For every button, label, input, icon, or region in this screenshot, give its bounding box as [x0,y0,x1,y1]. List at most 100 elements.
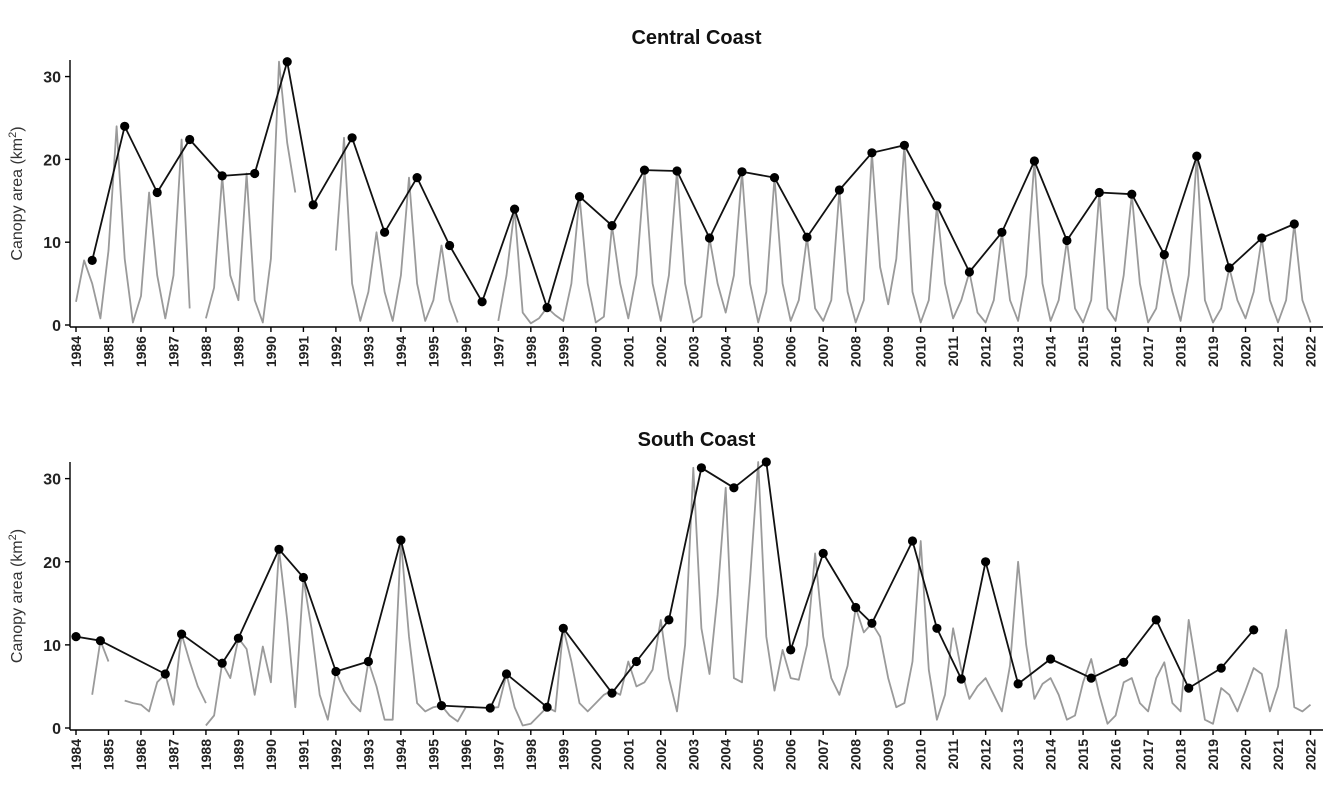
panel0-annual-max-point [1029,156,1039,166]
panel0-x-tick-label: 2007 [815,336,831,367]
panel1-x-tick-label: 1992 [328,739,344,770]
panel0-x-tick-label: 1993 [360,336,376,367]
panel1-x-tick-label: 2000 [588,739,604,770]
panel0-x-tick-label: 1994 [393,336,409,367]
panel0-annual-max-point [1094,187,1104,198]
panel1-annual-max-point [1013,679,1023,689]
panel1-annual-max-point [786,645,796,655]
panel0-annual-max-point [834,185,845,195]
panel1-annual-max-point [95,636,105,646]
panel0-annual-max-point [412,173,422,183]
panel1-x-tick-label: 2014 [1043,739,1059,770]
panel1-annual-max-point [71,632,81,642]
panel0-y-axis-label: Canopy area (km2) [7,126,26,260]
panel0-annual-max-point [185,134,195,145]
panel0-x-tick-label: 2019 [1205,336,1221,367]
panel0-annual-max-point [282,57,292,67]
panel0-chart-title: Central Coast [631,27,761,49]
panel0-annual-max-point [704,233,715,243]
panel0-x-tick-label: 1990 [263,336,279,367]
panel0-annual-max-point [380,227,390,237]
panel0-y-axis-label-main: Canopy area (km [9,138,26,261]
panel0-x-tick-label: 2008 [848,336,864,367]
panel1-x-tick-label: 2004 [718,739,734,770]
panel1-x-tick-label: 2022 [1303,739,1319,770]
panel1-chart-title: South Coast [638,429,756,451]
panel1-annual-max-point [696,463,707,473]
panel0-annual-max-point [1257,233,1267,243]
panel1-annual-max-point [1119,657,1129,667]
panel1-annual-max-point [664,615,674,625]
panel1-annual-max-point [818,548,828,559]
panel0-y-axis-label-close: ) [9,126,26,131]
panel1-annual-max-point [729,483,739,493]
panel1-y-tick-label: 0 [52,721,61,738]
panel1-annual-max-point [501,669,512,679]
central-coast-panel: Central Coast Canopy area (km2) 0 10 20 30 198… [7,27,1323,367]
panel1-x-tick-label: 1999 [555,739,571,770]
panel1-x-tick-label: 2001 [620,739,636,770]
panel0-annual-max-point [899,140,910,150]
panel0-x-tick-label: 1985 [100,336,116,367]
panel1-y-tick-label: 20 [43,555,61,572]
panel0-x-tick-label: 2005 [750,336,766,367]
panel0-x-tick-label: 2021 [1270,336,1286,367]
panel1-x-tick-label: 2021 [1270,739,1286,770]
panel1-annual-max-point [1249,625,1259,635]
panel0-x-tick-label: 1991 [295,336,311,367]
panel0-annual-max-point [87,255,97,265]
panel1-y-axis-label-main: Canopy area (km [9,540,26,663]
panel1-x-tick-label: 1993 [360,739,376,770]
panel1-x-tick-label: 2018 [1173,739,1189,770]
panel0-x-tick-label: 1987 [165,336,181,367]
panel1-annual-max-point [932,623,942,633]
panel0-x-tick-label: 2006 [783,336,799,367]
panel0-x-tick-label: 2000 [588,336,604,367]
panel1-x-tick-label: 2012 [978,739,994,770]
panel0-annual-max-point [964,267,975,277]
panel1-x-tick-label: 2008 [848,739,864,770]
panel1-x-tick-label: 1989 [230,739,246,770]
panel1-annual-max-point [331,666,341,677]
panel1-annual-max-point [631,656,642,667]
panel1-x-tick-label: 2009 [880,739,896,770]
panel1-annual-max-point [160,669,170,679]
panel1-annual-max-point [907,536,918,546]
panel1-annual-max-point [607,688,617,698]
panel1-annual-max-point [217,658,227,668]
panel1-annual-max-point [233,633,243,643]
panel0-annual-max-point [672,166,682,176]
panel0-annual-max-point [120,121,130,131]
panel1-x-tick-label: 1994 [393,739,409,770]
panel1-y-axis-label: Canopy area (km2) [7,529,26,663]
panel0-x-tick-label: 2022 [1303,336,1319,367]
panel1-quarterly-series-line [91,639,110,695]
panel0-x-tick-label: 1998 [523,336,539,367]
panel1-x-tick-label: 1996 [458,739,474,770]
panel0-annual-max-point [217,171,227,181]
panel0-annual-max-point [1192,151,1202,161]
panel0-x-tick-label: 1984 [68,336,84,367]
panel0-x-tick-label: 1992 [328,336,344,367]
panel1-y-axis-label-sup: 2 [7,534,19,540]
panel1-annual-max-line [75,461,1255,709]
panel0-x-tick-label: 1997 [490,336,506,367]
panel0-x-tick-label: 2009 [880,336,896,367]
panel0-annual-max-point [932,201,942,211]
panel0-annual-max-point [152,187,162,198]
panel1-annual-max-point [298,572,308,583]
panel1-annual-max-point [956,674,966,684]
panel0-y-axis-label-sup: 2 [7,132,19,138]
panel0-y-tick-label: 30 [43,70,61,87]
panel0-annual-max-point [347,133,357,143]
panel1-x-tick-label: 2007 [815,739,831,770]
panel1-annual-max-point [1184,683,1194,693]
panel1-annual-max-point [1086,673,1096,683]
panel0-annual-max-point [445,240,455,251]
panel0-x-tick-label: 1999 [555,336,571,367]
panel1-annual-max-point [436,701,447,711]
panel1-annual-max-point [1151,615,1161,625]
panel1-annual-max-point [396,535,406,545]
panel1-x-tick-label: 2016 [1108,739,1124,770]
